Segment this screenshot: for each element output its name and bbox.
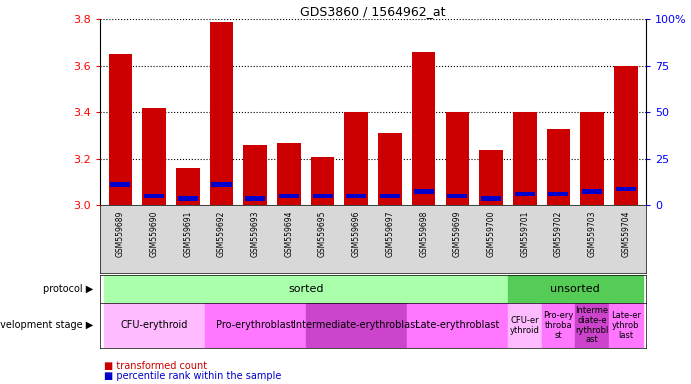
Bar — [279, 194, 299, 198]
Bar — [412, 52, 435, 205]
Bar — [312, 194, 332, 198]
Title: GDS3860 / 1564962_at: GDS3860 / 1564962_at — [301, 5, 446, 18]
Bar — [446, 112, 469, 205]
Bar — [142, 108, 166, 205]
Bar — [104, 275, 508, 303]
Text: Interme
diate-e
rythrobl
ast: Interme diate-e rythrobl ast — [576, 306, 609, 344]
Bar — [508, 275, 643, 303]
Bar — [205, 303, 305, 348]
Text: ■ transformed count: ■ transformed count — [104, 361, 207, 371]
Text: GSM559704: GSM559704 — [621, 211, 630, 257]
Bar — [380, 194, 400, 198]
Bar — [481, 196, 501, 200]
Bar — [345, 112, 368, 205]
Bar — [209, 22, 234, 205]
Text: GSM559703: GSM559703 — [587, 211, 596, 257]
Text: Pro-ery
throba
st: Pro-ery throba st — [543, 311, 574, 339]
Bar — [549, 192, 569, 196]
Text: GSM559700: GSM559700 — [486, 211, 495, 257]
Text: development stage ▶: development stage ▶ — [0, 320, 93, 331]
Text: Pro-erythroblast: Pro-erythroblast — [216, 320, 294, 331]
Bar — [277, 142, 301, 205]
Bar — [480, 149, 503, 205]
Text: CFU-er
ythroid: CFU-er ythroid — [510, 316, 540, 335]
Bar — [211, 182, 231, 187]
Text: GSM559693: GSM559693 — [251, 211, 260, 257]
Bar — [547, 129, 570, 205]
Text: ■ percentile rank within the sample: ■ percentile rank within the sample — [104, 371, 281, 381]
Bar — [414, 189, 434, 194]
Bar — [144, 194, 164, 198]
Bar — [378, 133, 401, 205]
Bar — [508, 303, 542, 348]
Bar — [305, 303, 407, 348]
Bar — [245, 196, 265, 200]
Bar — [513, 112, 537, 205]
Text: GSM559694: GSM559694 — [285, 211, 294, 257]
Text: GSM559692: GSM559692 — [217, 211, 226, 257]
Bar — [346, 194, 366, 198]
Text: Late-er
ythrob
last: Late-er ythrob last — [611, 311, 641, 339]
Text: sorted: sorted — [288, 284, 323, 294]
Bar — [515, 192, 535, 196]
Text: protocol ▶: protocol ▶ — [43, 284, 93, 294]
Bar — [614, 66, 638, 205]
Bar — [582, 189, 602, 194]
Bar — [447, 194, 467, 198]
Bar — [108, 54, 132, 205]
Text: GSM559698: GSM559698 — [419, 211, 428, 257]
Bar — [176, 168, 200, 205]
Text: GSM559701: GSM559701 — [520, 211, 529, 257]
Text: unsorted: unsorted — [551, 284, 600, 294]
Text: GSM559702: GSM559702 — [554, 211, 563, 257]
Text: CFU-erythroid: CFU-erythroid — [120, 320, 188, 331]
Bar — [542, 303, 576, 348]
Text: GSM559691: GSM559691 — [183, 211, 192, 257]
Text: GSM559696: GSM559696 — [352, 211, 361, 257]
Text: GSM559695: GSM559695 — [318, 211, 327, 257]
Bar — [243, 145, 267, 205]
Bar — [580, 112, 604, 205]
Bar — [407, 303, 508, 348]
Text: GSM559689: GSM559689 — [116, 211, 125, 257]
Bar — [311, 157, 334, 205]
Bar — [576, 303, 609, 348]
Bar — [111, 182, 131, 187]
Text: GSM559697: GSM559697 — [386, 211, 395, 257]
Text: GSM559690: GSM559690 — [150, 211, 159, 257]
Bar — [616, 187, 636, 191]
Text: Intermediate-erythroblast: Intermediate-erythroblast — [293, 320, 419, 331]
Text: Late-erythroblast: Late-erythroblast — [415, 320, 500, 331]
Bar — [178, 196, 198, 200]
Bar — [609, 303, 643, 348]
Text: GSM559699: GSM559699 — [453, 211, 462, 257]
Bar — [104, 303, 205, 348]
